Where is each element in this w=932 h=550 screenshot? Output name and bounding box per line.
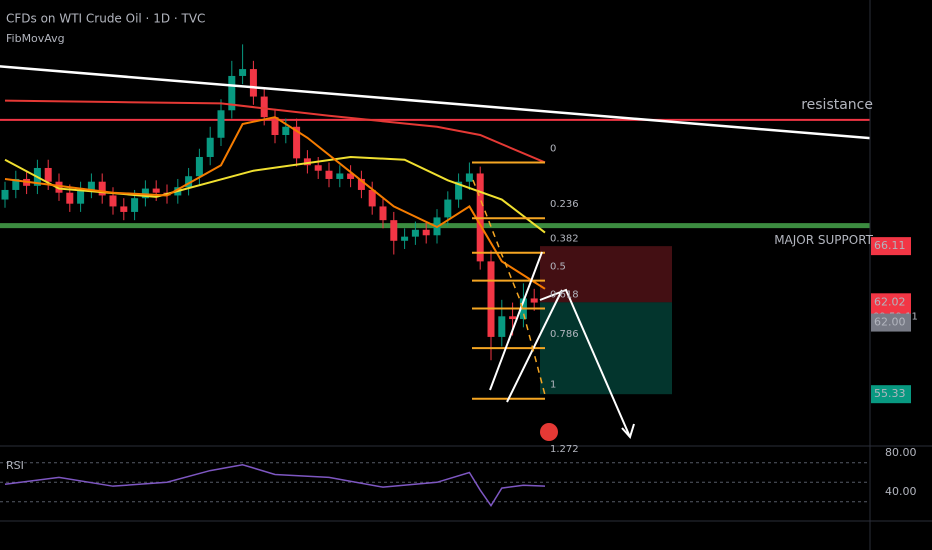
candle-body <box>422 229 430 236</box>
indicator-name: FibMovAvg <box>6 32 65 45</box>
candle-body <box>282 126 290 136</box>
candle-body <box>12 178 20 190</box>
candle-body <box>98 181 106 196</box>
candle-body <box>487 261 495 337</box>
event-icon <box>540 423 558 441</box>
price-tag <box>871 237 911 256</box>
price-tag <box>871 313 911 332</box>
candle-body <box>120 206 128 212</box>
fib-label: 1 <box>550 380 556 391</box>
candle-body <box>379 206 387 221</box>
overlay-line <box>4 99 546 164</box>
candle-body <box>509 316 517 320</box>
price-pane <box>0 44 870 400</box>
target-zone <box>540 302 672 395</box>
axes: resistance MAJOR SUPPORT 0 0.236 0.382 0.5 0.6… <box>550 97 918 498</box>
candle-body <box>109 195 117 207</box>
candle-body <box>336 173 344 179</box>
wedge-line <box>489 251 543 391</box>
rsi-tick-label: 40.00 <box>885 485 917 498</box>
candle-body <box>530 298 538 303</box>
rsi-pane <box>0 462 870 508</box>
candle-body <box>498 316 506 337</box>
candle-body <box>444 199 452 218</box>
wedge-line <box>506 289 563 403</box>
candle-body <box>55 181 63 193</box>
candle-body <box>357 178 365 190</box>
candle-body <box>228 75 236 111</box>
fib-label: 0.618 <box>550 289 579 300</box>
candle-body <box>390 220 398 241</box>
candle-body <box>77 189 85 204</box>
candle-body <box>185 176 193 188</box>
candle-body <box>293 126 301 159</box>
candle-body <box>347 173 355 179</box>
fib-label: 0.786 <box>550 329 579 340</box>
drawings <box>472 179 635 441</box>
candle-body <box>303 158 311 166</box>
level-label: MAJOR SUPPORT <box>774 233 873 247</box>
candle-body <box>195 156 203 177</box>
price-tag-label: 62.00 <box>874 316 906 329</box>
price-tag-label: 55.33 <box>874 387 906 400</box>
candle-body <box>271 117 279 136</box>
fib-label: 1.272 <box>550 444 579 455</box>
fib-trend <box>472 179 546 396</box>
candle-body <box>368 189 376 207</box>
candle-body <box>455 181 463 200</box>
candle-body <box>249 69 257 97</box>
candle-body <box>401 236 409 241</box>
price-tag-label: 66.11 <box>874 239 906 252</box>
candle-body <box>87 181 95 190</box>
overlay-line <box>4 155 546 234</box>
chart-title: CFDs on WTI Crude Oil · 1D · TVC <box>6 12 205 26</box>
rsi-tick-label: 80.00 <box>885 446 917 459</box>
overlay-line <box>0 65 870 140</box>
price-tag-label: 62.02 <box>874 295 906 308</box>
candle-body <box>314 165 322 171</box>
candle-body <box>1 189 9 200</box>
candle-body <box>131 198 139 212</box>
candle-body <box>239 69 247 76</box>
candle-body <box>260 96 268 118</box>
candle-body <box>465 173 473 182</box>
fib-label: 0.236 <box>550 199 579 210</box>
candle-body <box>206 137 214 157</box>
fib-label: 0.382 <box>550 234 579 245</box>
candle-body <box>66 192 74 204</box>
stop-zone <box>540 246 672 303</box>
candle-body <box>411 229 419 237</box>
fib-label: 0 <box>550 143 556 154</box>
level-label: resistance <box>801 97 873 113</box>
candle-body <box>217 110 225 138</box>
candle-body <box>44 167 52 182</box>
rsi-line <box>4 463 546 508</box>
overlay-line <box>4 116 546 290</box>
candle-body <box>325 170 333 179</box>
projection <box>539 288 631 438</box>
candle-body <box>152 188 160 193</box>
price-tag <box>871 385 911 404</box>
fib-label: 0.5 <box>550 262 566 273</box>
rsi-title: RSI <box>6 459 24 472</box>
arrow-head <box>621 423 635 439</box>
